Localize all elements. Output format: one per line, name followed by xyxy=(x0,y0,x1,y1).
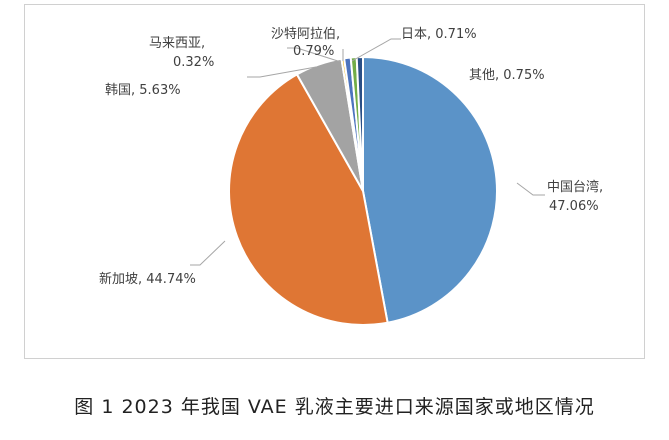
label-japan: 日本, 0.71% xyxy=(401,27,477,42)
label-saudi: 沙特阿拉伯, xyxy=(271,27,340,42)
pie-slice-0 xyxy=(362,55,498,324)
figure-caption: 图 1 2023 年我国 VAE 乳液主要进口来源国家或地区情况 xyxy=(74,396,595,418)
leader-line-singapore xyxy=(190,240,226,266)
leader-line-korea xyxy=(247,66,317,78)
label-korea: 韩国, 5.63% xyxy=(105,83,181,98)
label-malaysia: 马来西亚, xyxy=(149,36,205,51)
label-singapore: 新加坡, 44.74% xyxy=(99,271,196,287)
label-malaysia-pct: 0.32% xyxy=(173,55,214,70)
leader-line-japan xyxy=(351,38,401,62)
label-other: 其他, 0.75% xyxy=(469,68,545,83)
label-taiwan: 中国台湾, xyxy=(547,179,603,195)
label-taiwan-pct: 47.06% xyxy=(549,199,599,214)
leader-line-malaysia xyxy=(287,47,342,63)
label-saudi-pct: 0.79% xyxy=(293,44,334,59)
chart-frame: 中国台湾, 47.06% 新加坡, 44.74% 韩国, 5.63% 马来西亚,… xyxy=(24,4,645,359)
pie-slice-1 xyxy=(228,73,389,326)
leader-line-taiwan xyxy=(516,182,545,196)
pie-chart: 中国台湾, 47.06% 新加坡, 44.74% 韩国, 5.63% 马来西亚,… xyxy=(99,27,603,326)
